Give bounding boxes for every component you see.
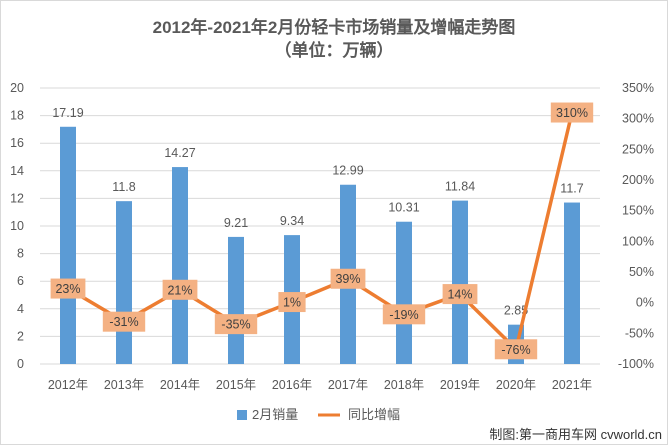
right-axis-tick-label: -100%	[618, 357, 654, 371]
bar-data-label: 14.27	[164, 146, 195, 160]
chart-title: 2012年-2021年2月份轻卡市场销量及增幅走势图	[153, 17, 516, 37]
x-axis-tick-label: 2014年	[160, 378, 200, 392]
line-data-label: -19%	[389, 308, 418, 322]
bar-data-labels: 17.19 11.8 14.27 9.21 9.34 12.99 10.31 11.84 2.8…	[52, 106, 583, 318]
line-data-label: 39%	[335, 272, 360, 286]
x-axis-ticks: 2012年 2013年 2014年 2015年 2016年 2017年 2018年 2019年…	[48, 378, 592, 392]
bar	[116, 201, 132, 364]
bar	[396, 221, 412, 364]
right-axis-ticks: -100% -50% 0% 50% 100% 150% 200% 250% 300% 350%	[618, 81, 654, 371]
bar-data-label: 10.31	[388, 201, 419, 215]
left-axis-tick-label: 16	[10, 136, 24, 150]
bar	[228, 236, 244, 364]
legend-bar-swatch	[237, 410, 247, 420]
right-axis-tick-label: 200%	[622, 173, 654, 187]
x-axis-tick-label: 2021年	[552, 378, 592, 392]
bar-data-label: 9.21	[224, 216, 248, 230]
bar	[172, 167, 188, 364]
bar	[60, 126, 76, 364]
x-axis-tick-label: 2013年	[104, 378, 144, 392]
line-data-label: 310%	[556, 106, 588, 120]
line-data-label-box	[50, 278, 86, 299]
legend-bar-label: 2月销量	[252, 407, 298, 422]
line-data-label: -31%	[109, 315, 138, 329]
right-axis-tick-label: 0%	[636, 296, 654, 310]
bar-data-label: 17.19	[52, 106, 83, 120]
left-axis-tick-label: 8	[17, 247, 24, 261]
x-axis-tick-label: 2015年	[216, 378, 256, 392]
x-axis-tick-label: 2016年	[272, 378, 312, 392]
bar-data-label: 9.34	[280, 214, 304, 228]
line-data-label-box	[550, 102, 594, 123]
line-data-label-box	[382, 304, 426, 325]
bar	[452, 200, 468, 364]
chart-subtitle: （单位：万辆）	[275, 40, 394, 60]
line-data-label: 21%	[167, 283, 192, 297]
left-axis-tick-label: 4	[17, 302, 24, 316]
right-axis-tick-label: 250%	[622, 142, 654, 156]
legend: 2月销量 同比增幅	[237, 407, 400, 422]
line-data-label: 23%	[55, 282, 80, 296]
line-series	[67, 112, 574, 352]
bar	[564, 202, 580, 364]
bar-data-label: 11.84	[445, 180, 475, 194]
gridlines	[40, 87, 600, 365]
right-axis-tick-label: 150%	[622, 204, 654, 218]
x-axis-tick-label: 2019年	[440, 378, 480, 392]
bar-data-label: 12.99	[332, 164, 363, 178]
left-axis-tick-label: 10	[10, 219, 24, 233]
left-axis-tick-label: 12	[10, 191, 24, 205]
left-axis-tick-label: 20	[10, 81, 24, 95]
line-data-label-box	[214, 314, 258, 335]
line-data-label-box	[442, 284, 478, 305]
line-data-label-box	[330, 268, 366, 289]
line-data-label: 1%	[283, 296, 301, 310]
left-axis-ticks: 0 2 4 6 8 10 12 14 16 18 20	[10, 81, 24, 371]
line-data-label: 14%	[447, 288, 472, 302]
line-data-label-box	[162, 279, 198, 300]
left-axis-tick-label: 6	[17, 274, 24, 288]
right-axis-tick-label: 50%	[629, 265, 654, 279]
line-data-label-box	[494, 339, 538, 360]
source-note: 制图:第一商用车网 cvworld.cn	[489, 427, 662, 442]
x-axis-tick-label: 2018年	[384, 378, 424, 392]
line-data-label: -76%	[501, 343, 530, 357]
bar-data-label: 11.7	[560, 182, 583, 196]
right-axis-tick-label: 350%	[622, 81, 654, 95]
left-axis-tick-label: 2	[17, 329, 24, 343]
legend-line-label: 同比增幅	[348, 407, 400, 422]
bar-data-label: 2.85	[504, 304, 528, 318]
left-axis-tick-label: 14	[10, 164, 24, 178]
x-axis-tick-label: 2017年	[328, 378, 368, 392]
left-axis-tick-label: 0	[17, 357, 24, 371]
right-axis-tick-label: 300%	[622, 112, 654, 126]
line-data-label-box	[102, 311, 146, 332]
growth-line	[67, 112, 574, 352]
x-axis-tick-label: 2020年	[496, 378, 536, 392]
bar-data-label: 11.8	[112, 180, 135, 194]
x-axis-tick-label: 2012年	[48, 378, 88, 392]
right-axis-tick-label: -50%	[625, 326, 654, 340]
right-axis-tick-label: 100%	[622, 234, 654, 248]
line-data-labels: 23% -31% 21% -35% 1% 39% -19% 14% -76% 310%	[50, 102, 594, 360]
left-axis-tick-label: 18	[10, 109, 24, 123]
line-data-label: -35%	[221, 318, 250, 332]
line-data-label-box	[278, 292, 306, 313]
